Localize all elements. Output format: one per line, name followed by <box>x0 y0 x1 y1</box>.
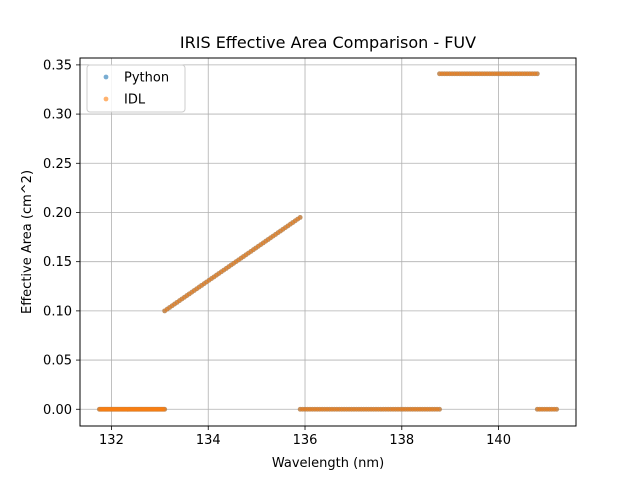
data-point <box>162 406 168 412</box>
y-tick-label: 0.20 <box>43 206 72 221</box>
data-point <box>554 406 560 412</box>
y-axis-label: Effective Area (cm^2) <box>20 170 35 314</box>
series-idl <box>96 71 560 412</box>
x-tick-label: 140 <box>486 433 511 448</box>
legend-marker <box>103 74 109 80</box>
y-tick-label: 0.25 <box>43 157 72 172</box>
chart-title: IRIS Effective Area Comparison - FUV <box>180 33 476 52</box>
data-point <box>297 215 303 220</box>
legend-box <box>86 64 186 113</box>
x-tick-label: 136 <box>293 433 318 448</box>
y-tick-label: 0.35 <box>43 58 72 73</box>
data-points <box>96 71 560 412</box>
legend-marker <box>103 96 109 102</box>
x-axis-label: Wavelength (nm) <box>272 456 384 471</box>
legend-label: Python <box>124 71 169 86</box>
legend: Python IDL <box>86 64 186 113</box>
y-tick-label: 0.15 <box>43 255 72 270</box>
data-point <box>437 406 442 412</box>
y-tick-label: 0.05 <box>43 354 72 369</box>
y-tick-label: 0.30 <box>43 108 72 123</box>
legend-label: IDL <box>124 93 146 108</box>
x-tick-label: 132 <box>99 433 124 448</box>
axis-ticks: 132 134 136 138 140 0.00 0.05 0.10 0.15 0.20 0.25 0… <box>43 58 511 448</box>
plot-frame <box>79 57 577 427</box>
y-tick-label: 0.00 <box>43 403 72 418</box>
data-point <box>534 71 540 77</box>
x-tick-label: 138 <box>389 433 414 448</box>
x-tick-label: 134 <box>196 433 221 448</box>
y-tick-label: 0.10 <box>43 304 72 319</box>
